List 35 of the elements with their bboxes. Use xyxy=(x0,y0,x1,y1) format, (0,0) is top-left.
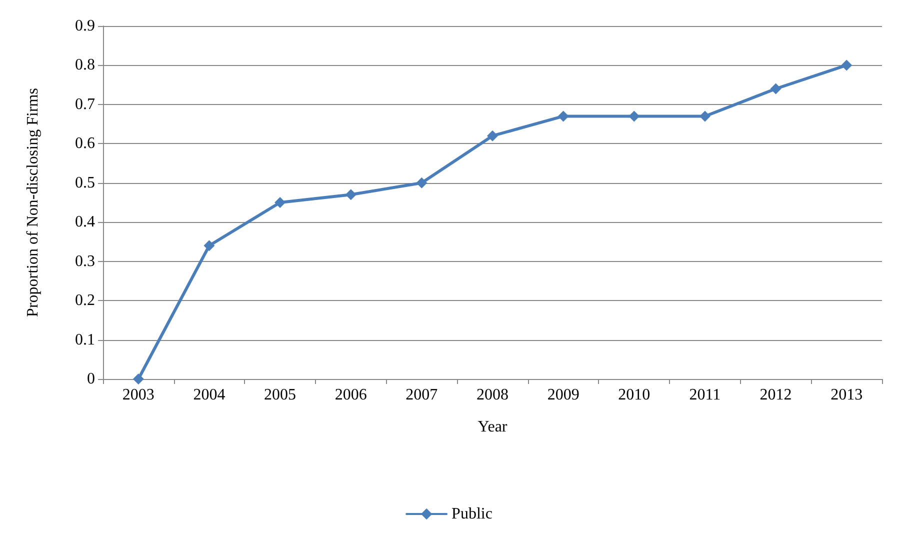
point xyxy=(558,110,569,122)
y-tick-label: 0.7 xyxy=(75,96,95,113)
x-tick-label: 2010 xyxy=(618,386,650,404)
y-tick-label: 0.4 xyxy=(75,214,95,231)
y-tick-label: 0.6 xyxy=(75,135,95,152)
x-tick-label: 2012 xyxy=(760,386,792,404)
y-tick-label: 0 xyxy=(87,370,95,388)
y-tick-label: 0.9 xyxy=(75,18,95,34)
point xyxy=(345,189,356,200)
x-tick-label: 2003 xyxy=(122,386,154,404)
point xyxy=(204,240,215,252)
x-tick-label: 2011 xyxy=(689,386,721,404)
point xyxy=(132,374,144,384)
y-tick-label: 0.1 xyxy=(75,331,95,348)
point xyxy=(770,83,782,94)
point xyxy=(699,110,710,122)
x-tick-label: 2006 xyxy=(334,386,367,404)
y-tick-label: 0.8 xyxy=(75,56,95,74)
point xyxy=(628,110,640,122)
y-tick-label: 0.5 xyxy=(75,174,95,192)
x-tick-label: 2009 xyxy=(547,386,580,404)
point xyxy=(416,177,428,188)
point xyxy=(487,130,498,142)
y-tick-label: 0.3 xyxy=(75,252,95,270)
x-tick-label: 2008 xyxy=(476,386,508,404)
x-tick-label: 2004 xyxy=(193,386,226,404)
y-tick-label: 0.2 xyxy=(75,292,95,310)
legend-label: Public xyxy=(452,506,492,522)
x-tick-label: 2013 xyxy=(830,386,863,404)
point xyxy=(274,197,286,208)
point xyxy=(841,60,852,71)
x-tick-label: 2005 xyxy=(264,386,296,404)
y-axis-title: Proportion of Non-disclosing Firms xyxy=(24,88,42,317)
x-axis-title: Year xyxy=(478,418,508,436)
x-tick-label: 2007 xyxy=(406,386,438,404)
